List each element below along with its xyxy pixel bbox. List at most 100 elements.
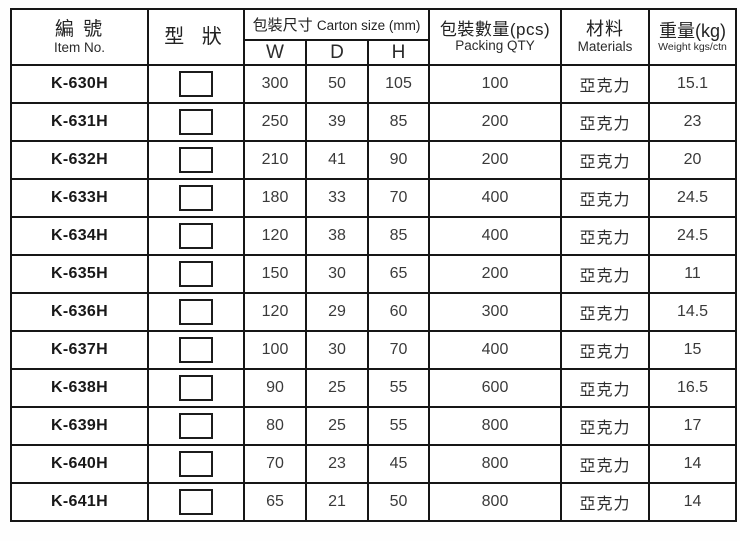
shape-cell [147, 368, 245, 408]
table-row: K-636H 120 29 60 300 亞克力 14.5 [10, 292, 738, 332]
header-qty-en: Packing QTY [455, 38, 535, 54]
carton-depth-cell: 30 [305, 254, 369, 294]
table-row: K-631H 250 39 85 200 亞克力 23 [10, 102, 738, 142]
packing-qty-cell: 400 [428, 178, 563, 218]
header-depth: D [305, 39, 369, 66]
item-no-cell: K-630H [10, 64, 149, 104]
carton-depth-cell: 25 [305, 368, 369, 408]
shape-rectangle-icon [179, 223, 213, 249]
carton-width-cell: 250 [243, 102, 307, 142]
weight-cell: 23 [648, 102, 738, 142]
material-cell: 亞克力 [560, 482, 651, 522]
carton-depth-cell: 41 [305, 140, 369, 180]
weight-cell: 14 [648, 444, 738, 484]
weight-cell: 20 [648, 140, 738, 180]
shape-cell [147, 444, 245, 484]
header-weight-zh: 重量(kg) [659, 20, 727, 41]
carton-height-cell: 55 [366, 406, 431, 446]
packing-qty-cell: 200 [428, 254, 563, 294]
weight-cell: 14 [648, 482, 738, 522]
carton-depth-cell: 38 [305, 216, 369, 256]
item-no-cell: K-636H [10, 292, 149, 332]
header-carton-line: 包裝尺寸 Carton size (mm) [253, 17, 421, 34]
shape-cell [147, 178, 245, 218]
packing-qty-cell: 800 [428, 444, 563, 484]
shape-rectangle-icon [179, 71, 213, 97]
carton-width-cell: 100 [243, 330, 307, 370]
carton-width-cell: 65 [243, 482, 307, 522]
weight-cell: 15.1 [648, 64, 738, 104]
material-cell: 亞克力 [560, 216, 651, 256]
carton-depth-cell: 30 [305, 330, 369, 370]
packing-qty-cell: 400 [428, 216, 563, 256]
shape-rectangle-icon [179, 413, 213, 439]
material-cell: 亞克力 [560, 178, 651, 218]
shape-cell [147, 64, 245, 104]
shape-cell [147, 216, 245, 256]
header-item-no-en: Item No. [53, 39, 105, 55]
shape-rectangle-icon [179, 261, 213, 287]
item-no-cell: K-637H [10, 330, 149, 370]
header-qty-zh: 包裝數量(pcs) [439, 19, 551, 39]
packing-qty-cell: 800 [428, 406, 563, 446]
weight-cell: 11 [648, 254, 738, 294]
weight-cell: 16.5 [648, 368, 738, 408]
shape-rectangle-icon [179, 489, 213, 515]
packing-qty-cell: 100 [428, 64, 563, 104]
packing-qty-cell: 200 [428, 102, 563, 142]
carton-height-cell: 55 [366, 368, 431, 408]
shape-rectangle-icon [179, 451, 213, 477]
packing-spec-table: 編 號 Item No. 型 狀 包裝尺寸 Carton size (mm) 包… [10, 8, 738, 522]
shape-cell [147, 330, 245, 370]
header-carton-zh: 包裝尺寸 [252, 17, 313, 34]
carton-depth-cell: 29 [305, 292, 369, 332]
carton-height-cell: 65 [366, 254, 431, 294]
material-cell: 亞克力 [560, 330, 651, 370]
shape-cell [147, 406, 245, 446]
item-no-cell: K-635H [10, 254, 149, 294]
item-no-cell: K-639H [10, 406, 149, 446]
weight-cell: 17 [648, 406, 738, 446]
header-shape-zh: 型 狀 [164, 25, 228, 48]
header-depth-label: D [330, 41, 344, 63]
packing-qty-cell: 300 [428, 292, 563, 332]
header-shape: 型 狀 [147, 8, 245, 66]
table-row: K-633H 180 33 70 400 亞克力 24.5 [10, 178, 738, 218]
shape-rectangle-icon [179, 337, 213, 363]
header-materials-en: Materials [577, 38, 633, 54]
material-cell: 亞克力 [560, 406, 651, 446]
header-item-no: 編 號 Item No. [10, 8, 149, 66]
carton-height-cell: 70 [366, 178, 431, 218]
carton-width-cell: 80 [243, 406, 307, 446]
material-cell: 亞克力 [560, 140, 651, 180]
header-height-label: H [391, 41, 406, 63]
material-cell: 亞克力 [560, 444, 651, 484]
material-cell: 亞克力 [560, 254, 651, 294]
packing-qty-cell: 400 [428, 330, 563, 370]
carton-width-cell: 180 [243, 178, 307, 218]
table-row: K-639H 80 25 55 800 亞克力 17 [10, 406, 738, 446]
carton-height-cell: 60 [366, 292, 431, 332]
header-carton-size: 包裝尺寸 Carton size (mm) [242, 8, 431, 41]
carton-width-cell: 300 [243, 64, 307, 104]
header-weight: 重量(kg) Weight kgs/ctn [648, 8, 738, 66]
table-row: K-632H 210 41 90 200 亞克力 20 [10, 140, 738, 180]
table-row: K-640H 70 23 45 800 亞克力 14 [10, 444, 738, 484]
shape-rectangle-icon [179, 299, 213, 325]
shape-rectangle-icon [179, 109, 213, 135]
table-row: K-634H 120 38 85 400 亞克力 24.5 [10, 216, 738, 256]
header-materials-zh: 材料 [586, 19, 625, 40]
packing-qty-cell: 200 [428, 140, 563, 180]
carton-depth-cell: 23 [305, 444, 369, 484]
shape-cell [147, 140, 245, 180]
shape-cell [147, 254, 245, 294]
material-cell: 亞克力 [560, 102, 651, 142]
shape-cell [147, 482, 245, 522]
carton-height-cell: 70 [366, 330, 431, 370]
weight-cell: 15 [648, 330, 738, 370]
weight-cell: 14.5 [648, 292, 738, 332]
carton-width-cell: 210 [243, 140, 307, 180]
shape-rectangle-icon [179, 147, 213, 173]
header-width-label: W [266, 41, 284, 63]
